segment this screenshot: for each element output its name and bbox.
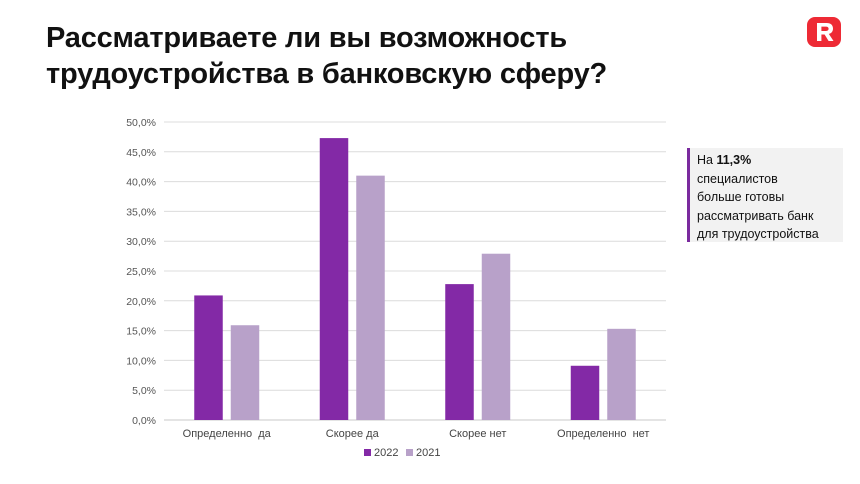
y-tick-label: 25,0% [126,266,156,278]
x-tick-label: Определенно нет [557,428,649,440]
y-tick-label: 35,0% [126,206,156,218]
logo-r-icon [817,23,834,41]
bars [194,138,636,421]
callout-prefix: На [697,153,717,167]
x-axis-ticks: Определенно да Скорее да Скорее нет Определ… [183,428,650,440]
y-tick-label: 50,0% [126,117,156,129]
bar-2022-3 [570,365,600,420]
title-line-2: трудоустройства в банковскую сферу? [46,58,608,90]
y-tick-label: 15,0% [126,326,156,338]
y-axis-ticks: 0,0% 5,0% 10,0% 15,0% 20,0% 25,0% 30,0% 35,0% 40… [126,117,156,427]
y-tick-label: 20,0% [126,296,156,308]
legend-label: 2021 [416,447,440,459]
y-tick-label: 5,0% [132,385,156,397]
bar-2021-2 [481,253,511,420]
legend-label: 2022 [374,447,398,459]
bar-2022-0 [194,295,223,420]
y-tick-label: 30,0% [126,236,156,248]
slide-title: Рассматриваете ли вы возможность трудоус… [46,20,766,92]
y-tick-label: 40,0% [126,177,156,189]
callout-highlight: 11,3% [716,153,752,167]
callout-line-4: рассматривать банк [697,208,814,223]
callout-line-3: больше готовы [697,190,785,204]
bar-2021-3 [607,328,636,420]
insight-callout: На 11,3% специалистов больше готовы расс… [687,148,843,242]
y-tick-label: 45,0% [126,147,156,159]
bar-2022-2 [445,284,474,420]
x-tick-label: Скорее да [326,428,380,440]
callout-line-2: специалистов [697,171,778,186]
title-line-1: Рассматриваете ли вы возможность [46,22,567,54]
legend: 2022 2021 [364,447,440,459]
bar-2021-0 [230,325,260,420]
callout-line-1: На 11,3% [697,151,837,170]
y-tick-label: 0,0% [132,415,156,427]
bar-2021-1 [356,175,385,420]
y-tick-label: 10,0% [126,355,156,367]
legend-swatch-2022 [364,449,371,456]
brand-logo [807,17,841,47]
x-tick-label: Скорее нет [449,428,506,440]
bar-2022-1 [319,138,349,421]
legend-swatch-2021 [406,449,413,456]
callout-line-5: для трудоустройства [697,227,819,241]
x-tick-label: Определенно да [183,428,272,440]
